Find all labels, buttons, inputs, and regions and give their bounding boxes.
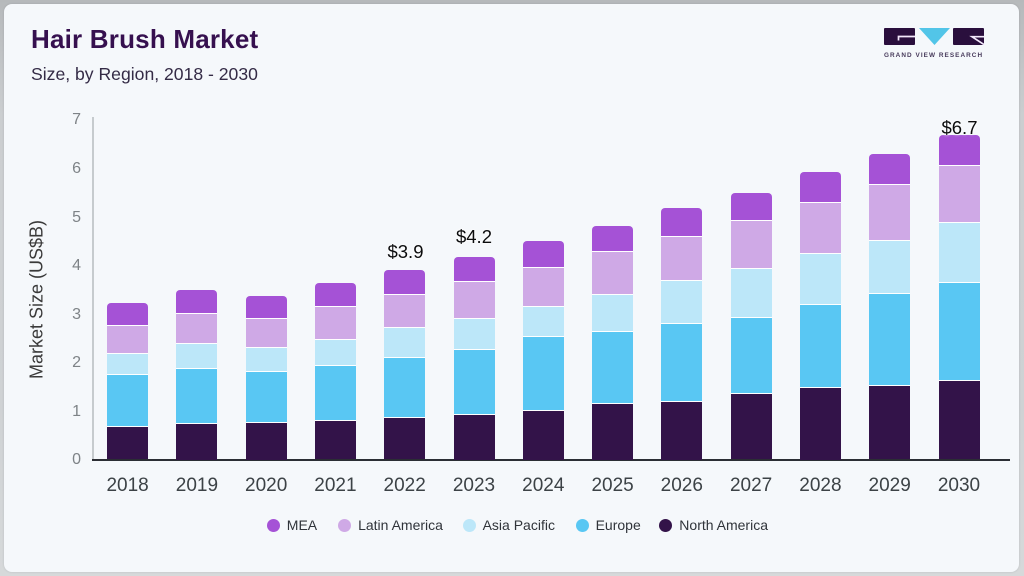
svg-text:GRAND VIEW RESEARCH: GRAND VIEW RESEARCH bbox=[884, 52, 983, 59]
